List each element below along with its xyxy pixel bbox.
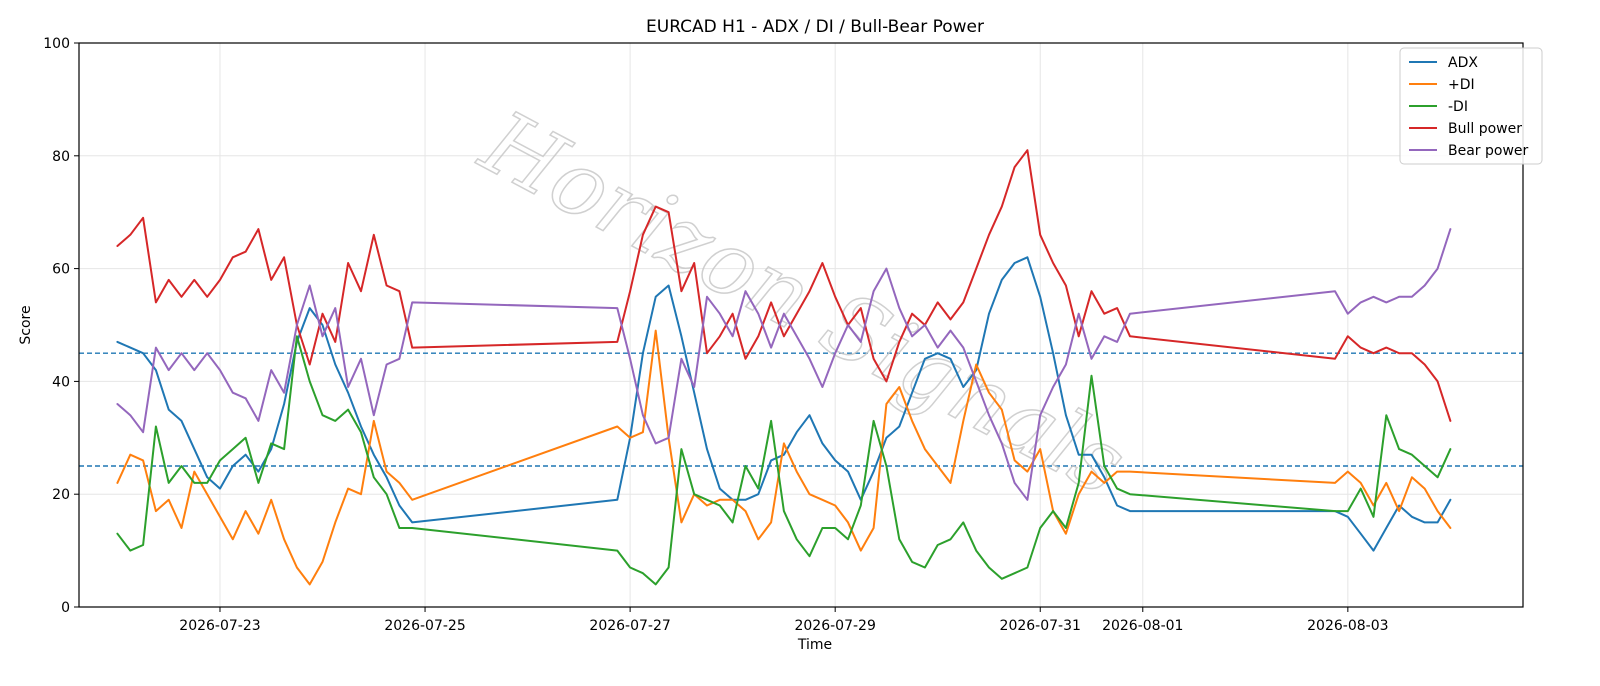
legend-label: +DI [1448,77,1475,93]
legend: ADX +DI -DI Bull power Bear power [1399,47,1543,165]
y-tick-label: 100 [43,36,70,52]
x-tick-label: 2026-08-01 [1102,618,1183,634]
legend-label: -DI [1448,99,1468,115]
legend-label: Bull power [1448,121,1522,137]
x-tick-label: 2026-07-29 [794,618,875,634]
x-tick-label: 2026-07-27 [589,618,670,634]
x-tick-label: 2026-08-03 [1307,618,1388,634]
y-tick-label: 60 [52,262,70,278]
reference-lines [79,352,1523,467]
x-tick-label: 2026-07-25 [384,618,465,634]
series-line-adx [116,256,1452,552]
y-tick-label: 0 [61,600,70,616]
series-line--di [116,329,1452,586]
y-tick-label: 40 [52,374,70,390]
x-axis-title: Time [797,637,832,653]
y-tick-label: 80 [52,149,70,165]
legend-label: ADX [1448,55,1478,71]
y-tick-label: 20 [52,487,70,503]
legend-frame [1399,47,1543,165]
x-axis-ticks: 2026-07-23 2026-07-25 2026-07-27 2026-07-29… [179,607,1389,634]
y-axis-ticks: 0 20 40 60 80 100 [43,36,79,616]
series-line-bear-power [116,228,1452,501]
y-axis-title: Score [18,305,34,344]
plot-area-frame [78,42,1524,608]
series-line--di [116,335,1452,586]
series-lines [116,149,1452,586]
chart-title: EURCAD H1 - ADX / DI / Bull-Bear Power [646,17,984,37]
x-tick-label: 2026-07-23 [179,618,260,634]
x-tick-label: 2026-07-31 [1000,618,1081,634]
series-line-bull-power [116,149,1452,422]
legend-label: Bear power [1448,143,1529,159]
